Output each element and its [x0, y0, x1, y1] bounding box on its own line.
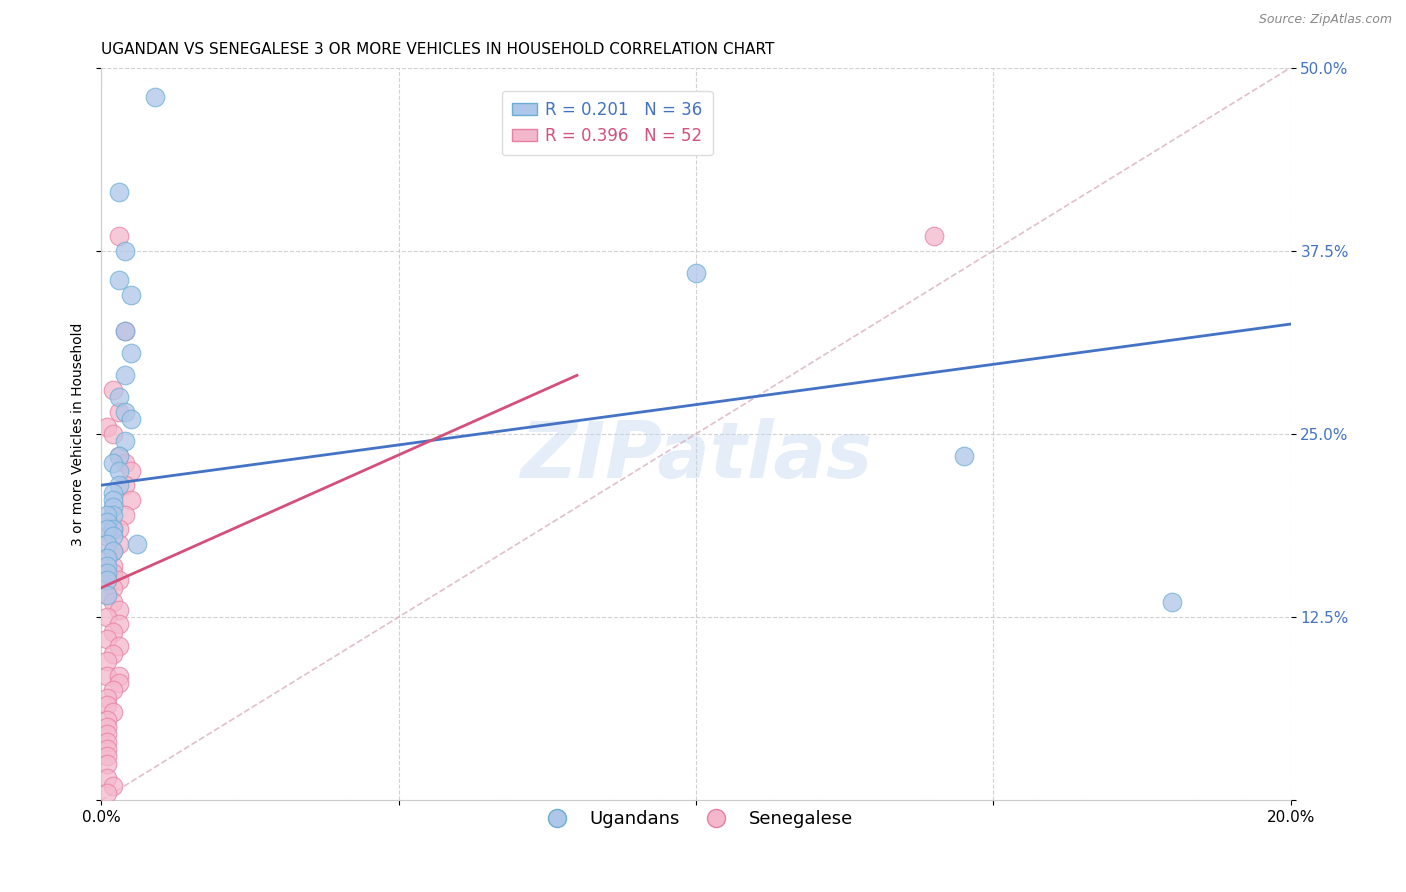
Point	[101, 508, 124, 522]
Point	[922, 229, 945, 244]
Point	[143, 90, 166, 104]
Point	[108, 478, 131, 492]
Point	[114, 508, 136, 522]
Point	[96, 529, 118, 543]
Point	[96, 742, 118, 756]
Point	[101, 456, 124, 470]
Point	[96, 588, 118, 602]
Point	[96, 727, 118, 741]
Point	[101, 683, 124, 698]
Point	[96, 515, 118, 529]
Point	[101, 544, 124, 558]
Point	[101, 383, 124, 397]
Point	[114, 324, 136, 338]
Point	[114, 456, 136, 470]
Point	[96, 574, 118, 588]
Point	[96, 749, 118, 764]
Point	[96, 786, 118, 800]
Point	[96, 537, 118, 551]
Point	[96, 610, 118, 624]
Point	[120, 492, 142, 507]
Text: ZIPatlas: ZIPatlas	[520, 418, 872, 494]
Point	[101, 544, 124, 558]
Point	[101, 529, 124, 543]
Point	[120, 464, 142, 478]
Point	[108, 522, 131, 536]
Point	[101, 566, 124, 581]
Point	[108, 574, 131, 588]
Point	[108, 603, 131, 617]
Point	[96, 756, 118, 771]
Point	[114, 478, 136, 492]
Point	[1160, 595, 1182, 609]
Point	[108, 668, 131, 682]
Point	[125, 537, 148, 551]
Point	[96, 508, 118, 522]
Point	[108, 676, 131, 690]
Point	[96, 654, 118, 668]
Point	[101, 522, 124, 536]
Point	[108, 449, 131, 463]
Text: UGANDAN VS SENEGALESE 3 OR MORE VEHICLES IN HOUSEHOLD CORRELATION CHART: UGANDAN VS SENEGALESE 3 OR MORE VEHICLES…	[101, 42, 775, 57]
Point	[120, 412, 142, 426]
Point	[108, 390, 131, 404]
Point	[101, 522, 124, 536]
Legend: Ugandans, Senegalese: Ugandans, Senegalese	[531, 803, 860, 835]
Point	[101, 426, 124, 441]
Point	[108, 273, 131, 287]
Point	[96, 588, 118, 602]
Point	[101, 779, 124, 793]
Text: Source: ZipAtlas.com: Source: ZipAtlas.com	[1258, 13, 1392, 27]
Point	[108, 640, 131, 654]
Point	[108, 405, 131, 419]
Point	[101, 485, 124, 500]
Point	[101, 647, 124, 661]
Point	[685, 266, 707, 280]
Point	[96, 566, 118, 581]
Point	[114, 244, 136, 258]
Point	[96, 771, 118, 785]
Point	[96, 698, 118, 712]
Point	[120, 287, 142, 301]
Point	[96, 551, 118, 566]
Point	[108, 617, 131, 632]
Point	[96, 522, 118, 536]
Point	[108, 464, 131, 478]
Point	[101, 558, 124, 573]
Point	[96, 566, 118, 581]
Point	[96, 668, 118, 682]
Point	[114, 324, 136, 338]
Point	[114, 368, 136, 383]
Point	[96, 574, 118, 588]
Point	[96, 720, 118, 734]
Point	[114, 405, 136, 419]
Point	[96, 734, 118, 748]
Point	[96, 419, 118, 434]
Point	[96, 558, 118, 573]
Point	[108, 185, 131, 199]
Point	[101, 706, 124, 720]
Point	[108, 449, 131, 463]
Point	[108, 229, 131, 244]
Point	[96, 551, 118, 566]
Point	[96, 713, 118, 727]
Point	[101, 581, 124, 595]
Point	[120, 346, 142, 360]
Point	[101, 500, 124, 515]
Point	[108, 537, 131, 551]
Point	[101, 624, 124, 639]
Point	[96, 632, 118, 646]
Point	[101, 492, 124, 507]
Point	[101, 595, 124, 609]
Point	[952, 449, 974, 463]
Point	[96, 690, 118, 705]
Point	[114, 434, 136, 449]
Y-axis label: 3 or more Vehicles in Household: 3 or more Vehicles in Household	[72, 322, 86, 546]
